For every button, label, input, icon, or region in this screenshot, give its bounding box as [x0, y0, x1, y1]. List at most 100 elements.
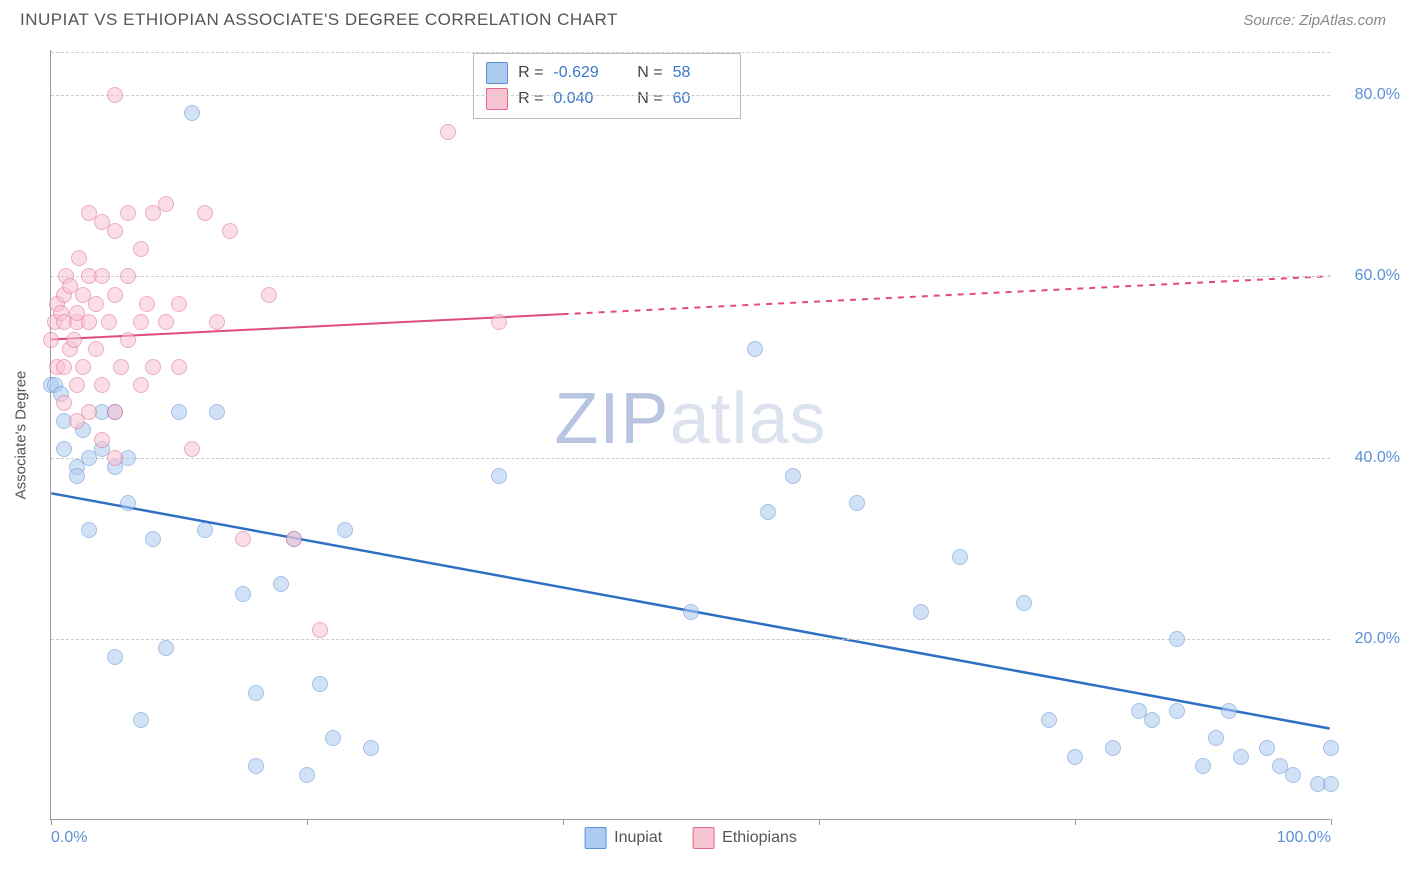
- watermark: ZIPatlas: [554, 378, 826, 460]
- x-tick: [563, 819, 564, 825]
- data-point: [107, 87, 123, 103]
- data-point: [273, 576, 289, 592]
- data-point: [120, 205, 136, 221]
- data-point: [88, 341, 104, 357]
- data-point: [133, 712, 149, 728]
- y-axis-label: Associate's Degree: [13, 370, 30, 499]
- data-point: [139, 296, 155, 312]
- data-point: [1067, 749, 1083, 765]
- data-point: [56, 395, 72, 411]
- data-point: [325, 730, 341, 746]
- data-point: [1169, 703, 1185, 719]
- gridline: [51, 639, 1330, 640]
- x-tick: [1075, 819, 1076, 825]
- data-point: [94, 432, 110, 448]
- data-point: [299, 767, 315, 783]
- data-point: [197, 522, 213, 538]
- source-attribution: Source: ZipAtlas.com: [1243, 12, 1386, 29]
- data-point: [107, 223, 123, 239]
- legend-swatch: [486, 62, 508, 84]
- data-point: [248, 685, 264, 701]
- data-point: [312, 676, 328, 692]
- data-point: [209, 404, 225, 420]
- legend-label: Inupiat: [614, 829, 662, 847]
- data-point: [81, 314, 97, 330]
- y-tick-label: 20.0%: [1340, 630, 1400, 648]
- data-point: [1208, 730, 1224, 746]
- data-point: [107, 450, 123, 466]
- data-point: [120, 268, 136, 284]
- data-point: [158, 314, 174, 330]
- y-tick-label: 40.0%: [1340, 449, 1400, 467]
- data-point: [133, 314, 149, 330]
- scatter-chart: ZIPatlas Associate's Degree R =-0.629 N …: [50, 50, 1330, 820]
- data-point: [107, 404, 123, 420]
- data-point: [222, 223, 238, 239]
- x-tick: [51, 819, 52, 825]
- data-point: [363, 740, 379, 756]
- data-point: [849, 495, 865, 511]
- data-point: [1259, 740, 1275, 756]
- data-point: [913, 604, 929, 620]
- data-point: [1323, 740, 1339, 756]
- data-point: [683, 604, 699, 620]
- data-point: [66, 332, 82, 348]
- x-tick: [819, 819, 820, 825]
- data-point: [75, 359, 91, 375]
- data-point: [1195, 758, 1211, 774]
- data-point: [81, 522, 97, 538]
- data-point: [491, 314, 507, 330]
- data-point: [56, 359, 72, 375]
- data-point: [235, 531, 251, 547]
- data-point: [235, 586, 251, 602]
- data-point: [107, 287, 123, 303]
- data-point: [43, 332, 59, 348]
- data-point: [1144, 712, 1160, 728]
- data-point: [1105, 740, 1121, 756]
- data-point: [158, 196, 174, 212]
- data-point: [120, 332, 136, 348]
- x-tick: [1331, 819, 1332, 825]
- data-point: [952, 549, 968, 565]
- data-point: [171, 359, 187, 375]
- data-point: [1285, 767, 1301, 783]
- legend-label: Ethiopians: [722, 829, 797, 847]
- data-point: [113, 359, 129, 375]
- legend-bottom: Inupiat Ethiopians: [584, 827, 797, 849]
- data-point: [209, 314, 225, 330]
- data-point: [1323, 776, 1339, 792]
- data-point: [107, 649, 123, 665]
- data-point: [81, 404, 97, 420]
- data-point: [312, 622, 328, 638]
- data-point: [94, 268, 110, 284]
- legend-swatch: [692, 827, 714, 849]
- data-point: [747, 341, 763, 357]
- data-point: [101, 314, 117, 330]
- data-point: [286, 531, 302, 547]
- data-point: [1221, 703, 1237, 719]
- legend-item: Inupiat: [584, 827, 662, 849]
- data-point: [133, 241, 149, 257]
- data-point: [261, 287, 277, 303]
- data-point: [69, 468, 85, 484]
- data-point: [133, 377, 149, 393]
- gridline: [51, 52, 1330, 53]
- y-tick-label: 60.0%: [1340, 267, 1400, 285]
- chart-title: INUPIAT VS ETHIOPIAN ASSOCIATE'S DEGREE …: [20, 10, 618, 30]
- data-point: [248, 758, 264, 774]
- data-point: [171, 404, 187, 420]
- data-point: [88, 296, 104, 312]
- data-point: [1233, 749, 1249, 765]
- legend-swatch: [584, 827, 606, 849]
- data-point: [760, 504, 776, 520]
- legend-swatch: [486, 88, 508, 110]
- legend-stats-box: R =-0.629 N =58R =0.040 N =60: [473, 53, 741, 119]
- data-point: [184, 441, 200, 457]
- x-tick-label: 0.0%: [51, 829, 87, 847]
- x-tick: [307, 819, 308, 825]
- data-point: [1041, 712, 1057, 728]
- data-point: [1016, 595, 1032, 611]
- data-point: [785, 468, 801, 484]
- data-point: [184, 105, 200, 121]
- data-point: [94, 377, 110, 393]
